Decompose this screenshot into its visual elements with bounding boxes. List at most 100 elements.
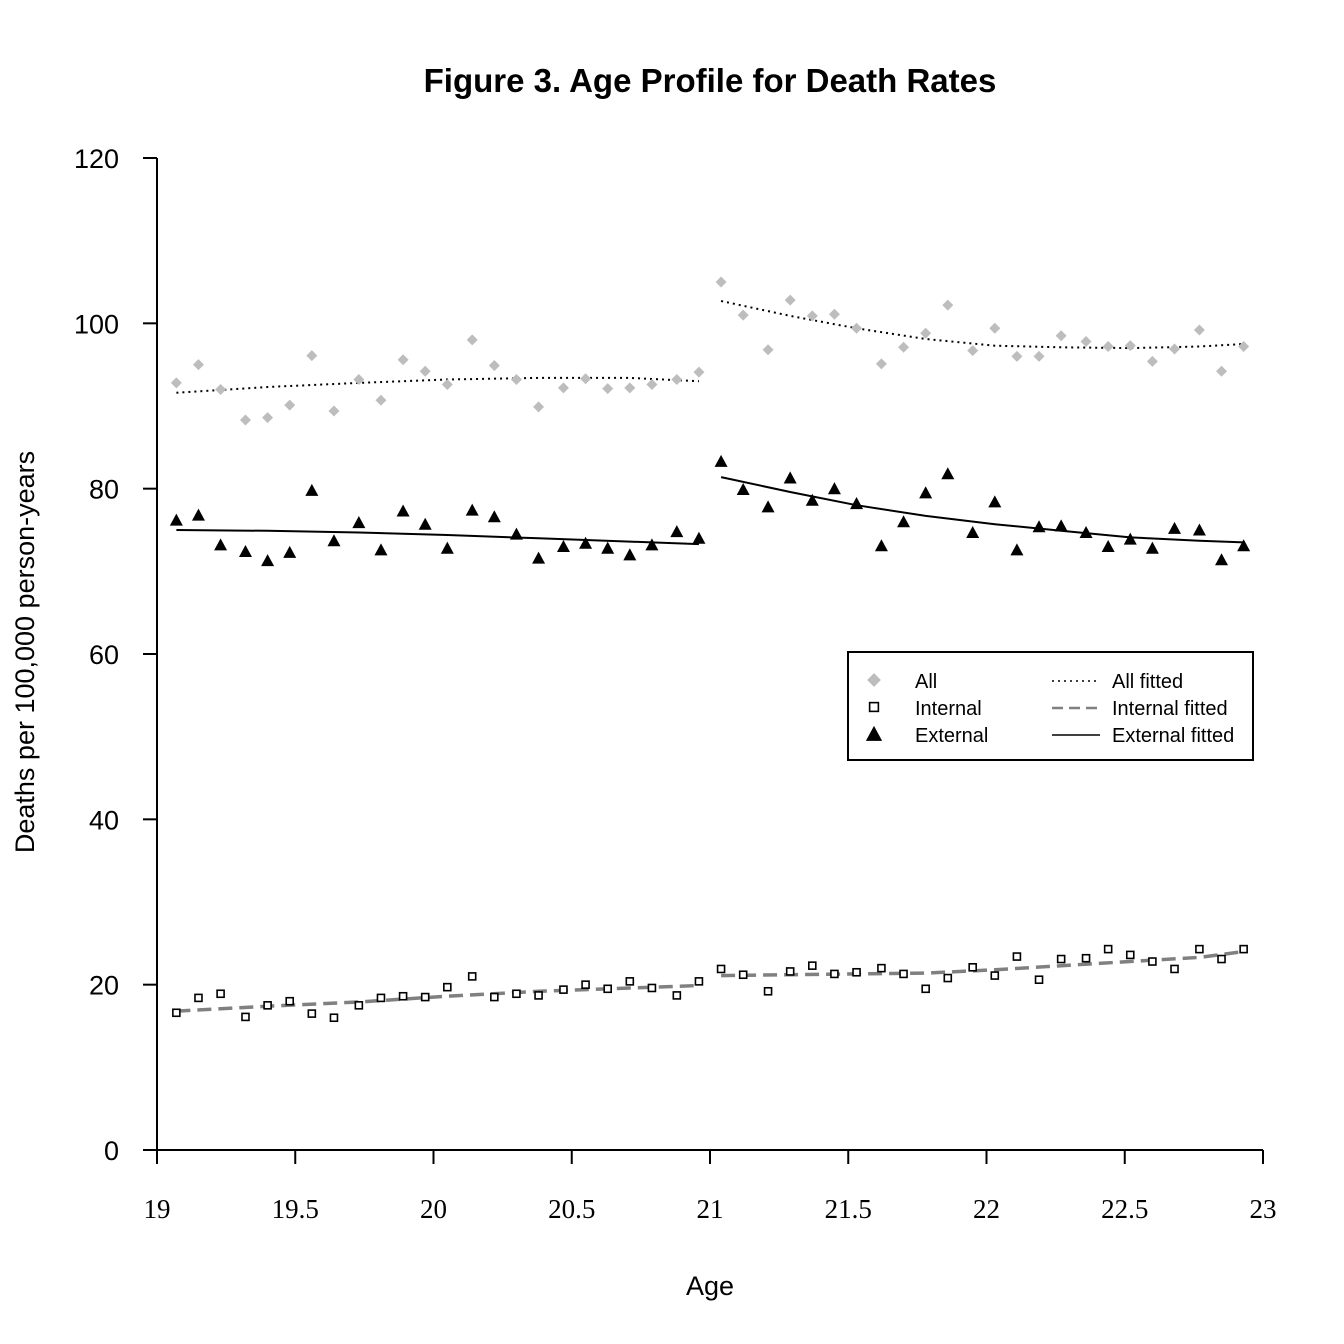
all-point	[170, 377, 182, 389]
internal-point	[534, 991, 543, 1000]
external-point	[440, 541, 454, 554]
all-point	[1011, 350, 1023, 362]
legend-label: All fitted	[1112, 671, 1183, 693]
x-tick-label: 19.5	[272, 1194, 319, 1224]
external-point	[874, 539, 888, 552]
external-point	[214, 538, 228, 551]
all-point	[646, 379, 658, 391]
all-point	[215, 383, 227, 395]
internal-point	[1125, 950, 1135, 960]
external-point	[601, 541, 615, 554]
all-fitted-line	[176, 376, 699, 394]
legend-label: Internal fitted	[1112, 698, 1228, 720]
internal-point	[943, 973, 953, 983]
external-point	[783, 471, 797, 484]
external-point	[670, 525, 684, 538]
all-point	[784, 294, 796, 306]
internal-point	[738, 970, 748, 980]
external-point	[396, 504, 410, 517]
all-point	[262, 412, 274, 424]
all-point	[967, 345, 979, 357]
external-point	[1168, 521, 1182, 534]
x-axis: 19 19.5 20 20.5 21 21.5 22 22.5 23	[144, 1149, 1277, 1224]
internal-point	[1081, 953, 1091, 963]
external-point	[1010, 543, 1024, 556]
all-point	[466, 334, 478, 346]
y-tick-label: 40	[89, 805, 119, 835]
x-tick-label: 22	[973, 1194, 1000, 1224]
internal-fitted-line	[721, 949, 1244, 978]
plot-area	[169, 276, 1251, 1023]
external-point	[1032, 520, 1046, 533]
legend-marker-all	[867, 673, 881, 687]
legend: All Internal External All fitted Internal fi…	[847, 651, 1254, 761]
legend-label: Internal	[915, 698, 982, 720]
all-point	[828, 308, 840, 320]
all-point	[510, 374, 522, 386]
all-point	[715, 276, 727, 288]
all-point	[419, 365, 431, 377]
external-point	[736, 482, 750, 496]
internal-point	[1148, 957, 1157, 966]
external-point	[374, 543, 388, 556]
x-tick-label: 20	[420, 1194, 447, 1224]
external-point	[761, 500, 775, 513]
y-tick-label: 60	[89, 640, 119, 670]
y-tick-label: 80	[89, 475, 119, 505]
x-axis-label: Age	[686, 1271, 734, 1301]
external-point	[966, 525, 980, 539]
y-tick-label: 0	[104, 1136, 119, 1166]
external-point	[1101, 540, 1115, 553]
internal-point	[694, 977, 704, 986]
x-tick-label: 19	[144, 1194, 171, 1224]
external-point	[850, 497, 864, 510]
internal-point	[1170, 964, 1179, 974]
external-point	[283, 545, 297, 558]
all-point	[1102, 340, 1114, 352]
internal-point	[559, 985, 568, 994]
internal-point	[354, 1001, 364, 1010]
y-axis: 0 20 40 60 80 100 120	[74, 144, 158, 1166]
external-point	[465, 503, 479, 516]
internal-point	[443, 982, 452, 992]
x-tick-label: 23	[1250, 1194, 1277, 1224]
external-point	[579, 536, 593, 549]
external-point	[418, 517, 432, 530]
external-point	[988, 495, 1002, 508]
internal-point	[1103, 944, 1113, 954]
external-point	[487, 510, 501, 523]
all-point	[580, 373, 592, 385]
internal-point	[830, 969, 839, 979]
internal-point	[852, 967, 861, 977]
internal-point	[1239, 944, 1248, 954]
external-point	[714, 454, 728, 467]
internal-point	[763, 986, 773, 996]
external-point	[305, 483, 319, 496]
external-point	[919, 486, 933, 499]
all-point	[375, 394, 387, 406]
y-tick-label: 120	[74, 144, 119, 174]
all-point	[693, 366, 705, 378]
external-point	[827, 482, 841, 495]
internal-point	[285, 996, 295, 1006]
legend-label: External	[915, 725, 988, 747]
internal-point	[785, 967, 795, 976]
all-point	[1238, 340, 1250, 352]
external-point	[352, 516, 366, 529]
all-point	[284, 399, 296, 411]
legend-marker-internal	[868, 701, 880, 713]
internal-point	[1195, 944, 1204, 954]
external-fitted-line	[176, 529, 699, 546]
internal-point	[877, 963, 886, 973]
internal-point	[1012, 952, 1022, 961]
internal-point	[216, 989, 225, 999]
all-point	[557, 382, 569, 394]
all-point	[1080, 336, 1092, 348]
external-point	[941, 467, 955, 480]
all-point	[1146, 355, 1158, 367]
internal-point	[672, 991, 682, 1000]
internal-point	[241, 1012, 250, 1022]
all-point	[533, 401, 545, 413]
all-point	[1193, 324, 1205, 336]
